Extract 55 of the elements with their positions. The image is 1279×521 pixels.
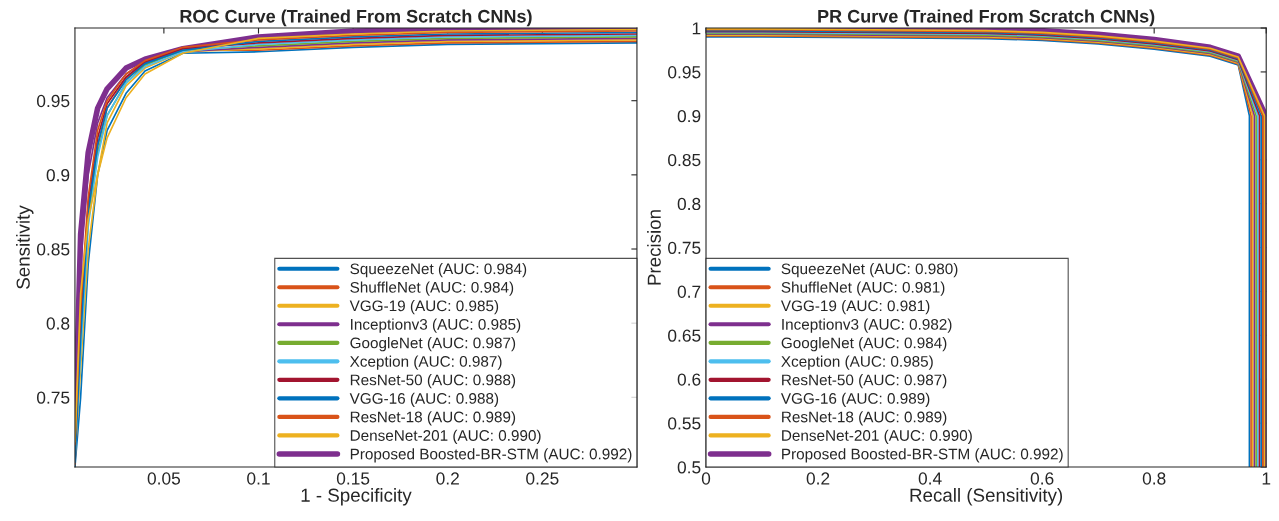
y-tick-label: 0.75 [668,241,701,254]
chart-title: ROC Curve (Trained From Scratch CNNs) [180,9,532,27]
chart-title: PR Curve (Trained From Scratch CNNs) [818,9,1155,27]
y-tick-label: 0.9 [46,169,70,182]
y-tick-label: 0.8 [677,197,701,211]
x-tick-label: 0 [701,472,711,485]
y-tick-label: 0.6 [677,373,701,386]
legend-label: Proposed Boosted-BR-STM (AUC: 0.992) [350,448,632,463]
legend-label: ResNet-18 (AUC: 0.989) [782,411,947,426]
legend-label: ShuffleNet (AUC: 0.984) [350,281,514,296]
x-tick-label: 0.05 [147,472,181,485]
legend-label: SqueezeNet (AUC: 0.980) [781,263,958,278]
legend-label: VGG-19 (AUC: 0.985) [349,300,499,315]
x-tick-label: 0.4 [918,472,942,485]
x-tick-label: 0.6 [1030,472,1054,485]
y-tick-label: 0.7 [677,285,701,298]
y-axis-title: Precision [647,210,661,285]
legend-label: VGG-19 (AUC: 0.981) [780,300,930,315]
y-tick-label: 1 [692,22,701,35]
x-tick-label: 0.2 [806,472,830,485]
legend-label: Xception (AUC: 0.985) [781,355,933,370]
legend-label: GoogleNet (AUC: 0.987) [350,337,516,352]
legend-label: Inceptionv3 (AUC: 0.982) [782,318,952,333]
y-tick-label: 0.95 [668,66,701,79]
x-tick-label: 0.25 [526,472,559,485]
legend-label: Xception (AUC: 0.987) [349,355,502,370]
legend-label: ResNet-50 (AUC: 0.987) [782,374,947,389]
legend-label: VGG-16 (AUC: 0.988) [349,392,499,407]
legend-label: Proposed Boosted-BR-STM (AUC: 0.992) [782,448,1063,463]
legend-label: SqueezeNet (AUC: 0.984) [350,263,527,278]
y-tick-label: 0.55 [668,417,701,430]
legend-label: ResNet-50 (AUC: 0.988) [350,374,516,389]
legend-label: DenseNet-201 (AUC: 0.990) [350,429,541,444]
legend-label: DenseNet-201 (AUC: 0.990) [782,429,972,444]
legend-label: GoogleNet (AUC: 0.984) [781,337,947,352]
x-tick-label: 0.1 [247,472,270,485]
x-tick-label: 0.15 [336,472,370,485]
y-tick-label: 0.85 [36,243,70,256]
x-axis-title: Recall (Sensitivity) [910,488,1063,506]
y-tick-label: 0.9 [677,110,701,123]
x-tick-label: 0.8 [1142,472,1166,485]
legend-label: ShuffleNet (AUC: 0.981) [781,281,945,296]
legend-label: Inceptionv3 (AUC: 0.985) [351,318,521,333]
x-axis-title: 1 - Specificity [301,488,412,506]
y-axis-title: Sensitivity [16,205,34,289]
legend-label: ResNet-18 (AUC: 0.989) [350,411,516,426]
y-tick-label: 0.5 [677,461,701,474]
legend-label: VGG-16 (AUC: 0.989) [780,392,930,407]
x-tick-label: 0.2 [436,472,459,485]
y-tick-label: 0.75 [36,391,70,404]
y-tick-label: 0.95 [36,94,70,108]
y-tick-label: 0.8 [46,317,70,330]
y-tick-label: 0.65 [668,329,701,342]
y-tick-label: 0.85 [668,153,701,167]
x-tick-label: 1 [1262,472,1271,485]
